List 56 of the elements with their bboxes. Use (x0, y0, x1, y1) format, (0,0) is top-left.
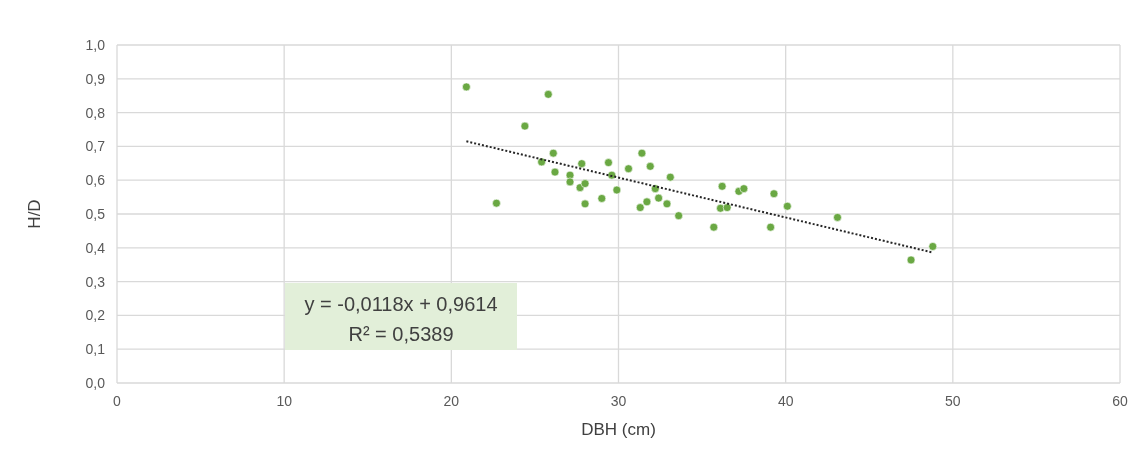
point (550, 167, 560, 177)
y-tick-label: 0,9 (85, 70, 106, 87)
y-tick-label: 0,3 (85, 273, 106, 290)
x-axis-title: DBH (cm) (581, 420, 656, 439)
point (520, 121, 530, 131)
point (666, 172, 675, 182)
point (565, 177, 575, 187)
x-tick-label: 60 (1112, 393, 1128, 409)
y-tick-label: 0,4 (85, 239, 106, 256)
point (642, 197, 652, 207)
x-tick-label: 10 (276, 393, 293, 409)
point (674, 211, 683, 220)
point (716, 203, 725, 213)
y-tick-label: 1,0 (85, 37, 106, 53)
point (766, 222, 775, 232)
point (769, 189, 779, 199)
point (612, 185, 622, 195)
point (662, 199, 672, 209)
point (637, 148, 647, 158)
y-tick-label: 0,5 (85, 206, 106, 222)
y-tick-label: 0,0 (85, 375, 106, 391)
point (654, 193, 663, 203)
point (580, 199, 590, 209)
point (928, 242, 938, 251)
point (722, 203, 732, 212)
point (575, 183, 585, 192)
point (462, 82, 471, 92)
point (543, 90, 553, 99)
x-tick-label: 40 (777, 393, 794, 409)
point (549, 148, 558, 158)
x-tick-label: 30 (610, 393, 627, 409)
x-tick-label: 0 (113, 393, 122, 409)
annotation: y = -0,0118x + 0,9614 (304, 293, 498, 315)
point (739, 184, 749, 193)
y-tick-label: 0,2 (85, 307, 106, 324)
y-axis-title: H/D (25, 199, 44, 229)
point (635, 203, 645, 212)
point (709, 222, 719, 232)
point (783, 201, 792, 211)
y-tick-label: 0,7 (85, 138, 106, 155)
y-tick-label: 0,8 (85, 104, 106, 121)
point (624, 164, 633, 174)
point (717, 181, 727, 191)
point (577, 159, 587, 168)
point (833, 213, 842, 222)
point (645, 162, 655, 171)
point (906, 255, 916, 265)
x-tick-label: 50 (945, 393, 961, 409)
point (597, 194, 607, 203)
point (604, 158, 613, 167)
point (580, 179, 590, 188)
y-tick-label: 0,1 (85, 341, 106, 358)
point (492, 198, 501, 208)
x-tick-label: 20 (443, 393, 460, 409)
annotation: R² = 0,5389 (348, 323, 454, 345)
y-tick-label: 0,6 (85, 172, 106, 189)
